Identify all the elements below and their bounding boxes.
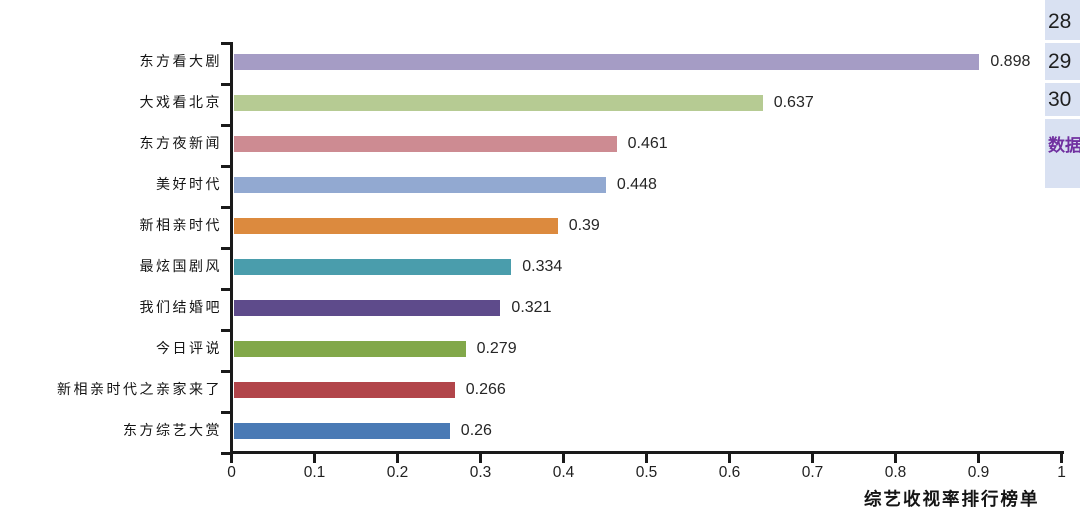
bar <box>234 218 558 234</box>
row-header-cell[interactable]: 29 <box>1048 50 1072 73</box>
y-axis-tick <box>221 452 231 455</box>
bar-row: 东方综艺大赏 0.26 <box>0 411 1080 452</box>
x-axis-tick-label: 0.8 <box>884 464 907 481</box>
y-axis-tick <box>221 124 231 127</box>
x-axis-tick <box>894 453 897 463</box>
bar-row: 东方看大剧 0.898 <box>0 42 1080 83</box>
bar-value-label: 0.461 <box>627 135 668 152</box>
row-header-cell[interactable]: 30 <box>1048 88 1072 111</box>
bar-value-label: 0.39 <box>568 217 600 234</box>
x-axis-tick <box>1060 453 1063 463</box>
x-axis-tick-label: 0.4 <box>552 464 575 481</box>
bar-row: 大戏看北京 0.637 <box>0 83 1080 124</box>
category-label: 新相亲时代 <box>139 219 222 234</box>
x-axis-tick <box>645 453 648 463</box>
bar <box>234 423 450 439</box>
category-label: 最炫国剧风 <box>139 260 222 275</box>
y-axis-tick <box>221 165 231 168</box>
y-axis-tick <box>221 42 231 45</box>
x-axis-tick <box>977 453 980 463</box>
x-axis-tick <box>562 453 565 463</box>
bar <box>234 54 980 70</box>
cell-separator <box>1045 40 1080 43</box>
bar-row: 东方夜新闻 0.461 <box>0 124 1080 165</box>
category-label: 大戏看北京 <box>139 96 222 111</box>
bar-row: 最炫国剧风 0.334 <box>0 247 1080 288</box>
x-axis-tick <box>396 453 399 463</box>
x-axis-tick-label: 0 <box>227 464 236 481</box>
row-header-cell[interactable]: 28 <box>1048 10 1072 33</box>
category-label: 美好时代 <box>156 178 222 193</box>
x-axis-tick <box>479 453 482 463</box>
x-axis-tick-label: 0.9 <box>967 464 990 481</box>
bar-value-label: 0.637 <box>773 94 814 111</box>
bar <box>234 95 763 111</box>
bar <box>234 259 512 275</box>
data-link-cell[interactable]: 数据 <box>1048 136 1080 155</box>
x-axis-title: 综艺收视率排行榜单 <box>864 489 1040 509</box>
bar <box>234 382 455 398</box>
x-axis-line <box>230 451 1064 454</box>
y-axis-tick <box>221 247 231 250</box>
bar-row: 新相亲时代之亲家来了 0.266 <box>0 370 1080 411</box>
category-label: 东方夜新闻 <box>139 137 222 152</box>
x-axis-tick <box>811 453 814 463</box>
y-axis-tick <box>221 411 231 414</box>
cell-separator <box>1045 80 1080 83</box>
bar-value-label: 0.898 <box>990 53 1031 70</box>
y-axis-tick <box>221 329 231 332</box>
bar-value-label: 0.448 <box>616 176 657 193</box>
bar-value-label: 0.279 <box>476 340 517 357</box>
spreadsheet-sliver: 28 29 30 数据 <box>1045 0 1080 188</box>
bar <box>234 136 617 152</box>
x-axis-tick-label: 0.6 <box>718 464 741 481</box>
bar-row: 新相亲时代 0.39 <box>0 206 1080 247</box>
bar <box>234 300 501 316</box>
x-axis-tick <box>728 453 731 463</box>
x-axis-tick-label: 0.5 <box>635 464 658 481</box>
x-axis-tick <box>313 453 316 463</box>
x-axis-tick <box>230 453 233 463</box>
bar-value-label: 0.266 <box>465 381 506 398</box>
bar-row: 今日评说 0.279 <box>0 329 1080 370</box>
x-axis-tick-label: 1 <box>1057 464 1066 481</box>
x-axis-tick-label: 0.7 <box>801 464 824 481</box>
x-axis-tick-label: 0.1 <box>303 464 326 481</box>
category-label: 新相亲时代之亲家来了 <box>57 383 222 398</box>
category-label: 东方看大剧 <box>139 55 222 70</box>
bar-value-label: 0.321 <box>511 299 552 316</box>
bar-row: 美好时代 0.448 <box>0 165 1080 206</box>
x-axis-tick-label: 0.3 <box>469 464 492 481</box>
y-axis-line <box>230 42 233 455</box>
bar-row: 我们结婚吧 0.321 <box>0 288 1080 329</box>
cell-separator <box>1045 116 1080 119</box>
category-label: 我们结婚吧 <box>139 301 222 316</box>
category-label: 东方综艺大赏 <box>123 424 222 439</box>
y-axis-tick <box>221 206 231 209</box>
y-axis-tick <box>221 288 231 291</box>
bar <box>234 341 466 357</box>
bar-value-label: 0.334 <box>522 258 563 275</box>
y-axis-tick <box>221 370 231 373</box>
bar <box>234 177 606 193</box>
bar-value-label: 0.26 <box>460 422 492 439</box>
category-label: 今日评说 <box>156 342 222 357</box>
y-axis-tick <box>221 83 231 86</box>
x-axis-tick-label: 0.2 <box>386 464 409 481</box>
